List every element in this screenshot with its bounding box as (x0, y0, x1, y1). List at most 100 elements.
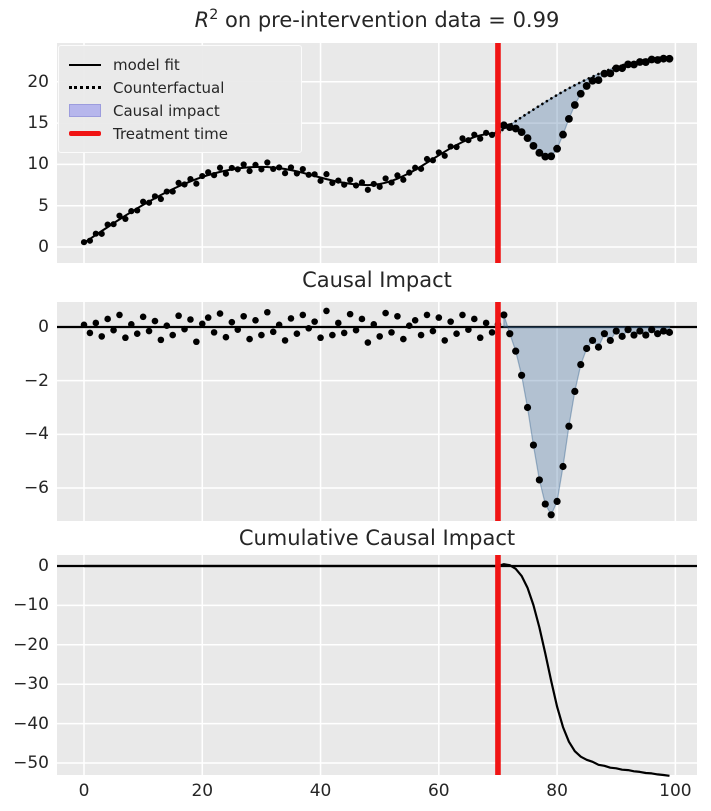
observed-point (222, 170, 230, 177)
treatment-time-line (495, 555, 501, 775)
observed-point (394, 172, 401, 179)
observed-point (505, 123, 514, 132)
observed-point (606, 69, 615, 78)
observed-point (128, 208, 135, 215)
panel-3-background (57, 555, 697, 775)
impact-point (594, 343, 603, 351)
impact-point (334, 319, 342, 327)
observed-point (264, 159, 271, 166)
observed-point (594, 76, 603, 85)
observed-point (281, 170, 289, 177)
observed-point (140, 198, 147, 205)
impact-point (198, 320, 206, 328)
impact-point (565, 422, 573, 430)
impact-point (482, 319, 490, 327)
observed-point (181, 181, 188, 188)
observed-point (246, 167, 253, 175)
impact-point (228, 318, 236, 326)
observed-point (535, 148, 544, 157)
observed-point (600, 69, 609, 78)
observed-point (429, 157, 437, 164)
observed-point (618, 64, 627, 73)
impact-point (193, 338, 200, 346)
impact-point (654, 330, 662, 338)
impact-point (258, 331, 265, 339)
observed-point (199, 172, 206, 180)
impact-point (175, 312, 182, 320)
observed-point (453, 143, 460, 151)
observed-point (157, 195, 164, 203)
impact-point (547, 511, 555, 519)
observed-point (175, 179, 182, 187)
observed-point (134, 207, 141, 214)
impact-point (299, 311, 307, 319)
observed-point (116, 212, 123, 219)
observed-point (163, 188, 170, 195)
impact-point (405, 322, 413, 329)
impact-point (465, 326, 472, 333)
impact-point (145, 327, 153, 335)
observed-point (541, 152, 550, 161)
counterfactual-line (496, 55, 671, 135)
impact-point (317, 334, 324, 342)
observed-point (435, 149, 442, 156)
impact-point (222, 333, 230, 341)
impact-point (453, 330, 460, 338)
impact-point (329, 331, 336, 339)
impact-point (630, 331, 638, 339)
impact-point (441, 337, 449, 344)
observed-point (205, 169, 212, 176)
impact-point (352, 326, 360, 334)
impact-point (506, 330, 514, 338)
impact-point (98, 333, 106, 340)
observed-point (547, 152, 556, 161)
impact-point (139, 313, 147, 321)
impact-point (435, 314, 443, 321)
impact-point (376, 333, 383, 340)
observed-point (576, 89, 585, 98)
impact-point (92, 319, 100, 327)
observed-point (441, 152, 448, 159)
observed-point (570, 101, 579, 109)
impact-point (346, 310, 354, 318)
observed-point (329, 179, 336, 187)
impact-point (187, 316, 194, 323)
observed-point (92, 230, 99, 237)
impact-point (648, 326, 656, 334)
impact-point (571, 387, 579, 395)
observed-point (624, 60, 632, 69)
impact-point (128, 321, 135, 328)
observed-point (635, 58, 644, 66)
observed-point (240, 161, 247, 168)
impact-point (264, 308, 271, 316)
observed-point (565, 114, 573, 123)
observed-point (305, 171, 312, 178)
observed-point (653, 56, 662, 64)
observed-point (447, 143, 454, 150)
impact-point (370, 321, 378, 328)
observed-point (417, 165, 425, 172)
observed-point (559, 130, 567, 139)
observed-point (382, 175, 389, 182)
impact-point (311, 318, 318, 325)
impact-point (642, 331, 650, 339)
impact-point (636, 327, 644, 335)
impact-point (665, 328, 674, 336)
impact-point (459, 311, 466, 319)
impact-point (281, 337, 289, 344)
observed-point (499, 121, 508, 130)
cumulative-impact-line (84, 563, 670, 777)
impact-point (476, 334, 484, 342)
observed-point (216, 164, 224, 171)
impact-point (541, 500, 549, 508)
observed-point (276, 164, 283, 171)
impact-point (488, 329, 496, 336)
observed-point (388, 179, 395, 186)
observed-point (553, 144, 561, 153)
observed-point (122, 215, 129, 223)
observed-point (471, 131, 478, 138)
treatment-time-line (495, 43, 501, 263)
impact-point (133, 330, 141, 338)
impact-point (122, 334, 129, 342)
impact-point (234, 326, 242, 333)
